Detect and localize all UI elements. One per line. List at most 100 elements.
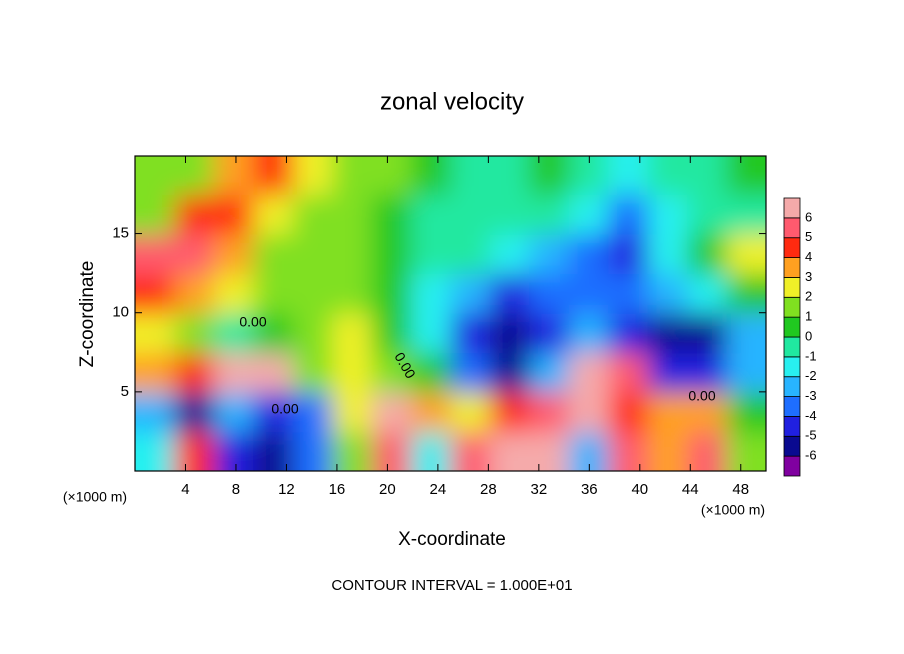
field-cell <box>174 391 215 433</box>
y-axis-label: Z-coordinate <box>77 261 98 368</box>
field-cell <box>253 194 294 235</box>
y-tick-label: 15 <box>112 225 129 242</box>
field-cell <box>292 194 334 235</box>
field-cell <box>332 391 373 433</box>
field-cell <box>450 352 491 393</box>
field-cell <box>135 431 176 471</box>
field-cell <box>332 273 373 314</box>
colorbar-label: 0 <box>805 328 812 343</box>
x-tick-label: 24 <box>430 481 447 498</box>
colorbar-label: -4 <box>805 408 817 423</box>
field-cell <box>450 156 491 195</box>
field-cell <box>489 431 531 471</box>
colorbar-box <box>783 217 801 239</box>
colorbar-label: -3 <box>805 388 817 403</box>
x-tick-label: 44 <box>682 481 699 498</box>
field-cell <box>647 391 689 433</box>
field-cell <box>213 352 255 393</box>
field-cell <box>608 431 649 471</box>
field-cell <box>726 194 766 235</box>
field-cell <box>332 194 373 235</box>
field-cell <box>726 273 766 314</box>
field-cell <box>332 312 373 354</box>
y-tick-label: 5 <box>121 383 129 400</box>
colorbar-label: 1 <box>805 309 812 324</box>
field-cell <box>647 273 689 314</box>
field-cell <box>253 312 294 354</box>
field-cell <box>489 194 531 235</box>
field-cell <box>687 391 728 433</box>
field-cell <box>371 431 413 471</box>
field-cell <box>687 156 728 195</box>
x-tick-label: 8 <box>232 481 240 498</box>
field-cell <box>726 312 766 354</box>
colorbar-box <box>783 197 801 219</box>
field-cell <box>726 431 766 471</box>
field-cell <box>411 431 452 471</box>
field-cell <box>292 273 334 314</box>
colorbar-label: -6 <box>805 448 817 463</box>
field-cell <box>450 431 491 471</box>
x-tick-label: 28 <box>480 481 497 498</box>
colorbar-label: 3 <box>805 269 812 284</box>
colorbar-box <box>783 237 801 258</box>
field-cell <box>411 312 452 354</box>
field-cell <box>135 156 176 195</box>
field-cell <box>529 156 570 195</box>
field-cell <box>174 352 215 393</box>
y-unit-label: (×1000 m) <box>63 489 127 505</box>
field-cell <box>213 233 255 275</box>
field-cell <box>253 352 294 393</box>
field-cell <box>371 233 413 275</box>
field-cell <box>529 273 570 314</box>
field-cell <box>608 194 649 235</box>
field-cell <box>213 391 255 433</box>
field-cell <box>135 352 176 393</box>
field-cell <box>135 312 176 354</box>
field-cell <box>529 391 570 433</box>
field-cell <box>371 352 413 393</box>
field-cell <box>608 156 649 195</box>
colorbar-label: 4 <box>805 249 812 264</box>
colorbar-box <box>783 316 801 338</box>
colorbar-box <box>783 356 801 378</box>
colorbar-box <box>783 296 801 318</box>
x-tick-label: 12 <box>278 481 295 498</box>
field-cell <box>292 233 334 275</box>
plot-frame <box>134 155 767 472</box>
field-cell <box>726 352 766 393</box>
field-cell <box>135 391 176 433</box>
field-cell <box>371 194 413 235</box>
field-cell <box>411 391 452 433</box>
field-cell <box>213 312 255 354</box>
x-tick-label: 16 <box>329 481 346 498</box>
field-cell <box>371 156 413 195</box>
field-cell <box>608 273 649 314</box>
colorbar-label: 5 <box>805 229 812 244</box>
field-cell <box>568 391 610 433</box>
field-cell <box>687 312 728 354</box>
field-cell <box>450 233 491 275</box>
contour-label: 0.00 <box>271 401 298 417</box>
field-cell <box>489 312 531 354</box>
colorbar-box <box>783 277 801 298</box>
field-cell <box>687 194 728 235</box>
foreground: 0.000.000.000.004 8 12 16 20 24 28 32 36 40 44 4851… <box>112 155 817 498</box>
colorbar-label: 6 <box>805 209 812 224</box>
field-cell <box>529 233 570 275</box>
colorbar-label: -5 <box>805 428 817 443</box>
field-cell <box>489 233 531 275</box>
y-tick-label: 10 <box>112 304 129 321</box>
field-cell <box>647 194 689 235</box>
field-cell <box>608 233 649 275</box>
field-cell <box>174 431 215 471</box>
field-cell <box>253 156 294 195</box>
field-cell <box>608 391 649 433</box>
contour-label: 0.00 <box>688 388 715 404</box>
field-cell <box>371 273 413 314</box>
field-cell <box>489 156 531 195</box>
colorbar-box <box>783 257 801 278</box>
field-cell <box>647 431 689 471</box>
field-cell <box>371 312 413 354</box>
colorbar-box <box>783 455 801 477</box>
